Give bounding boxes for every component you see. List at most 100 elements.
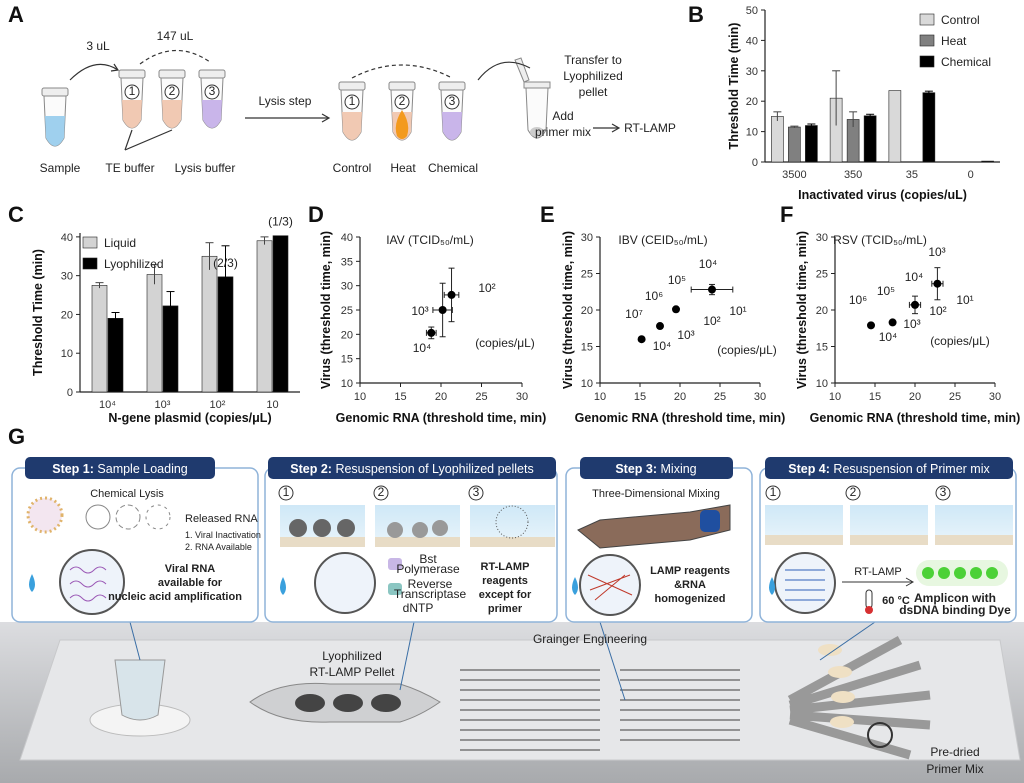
legend-swatch — [919, 34, 935, 47]
point-label: 10³ — [677, 328, 694, 342]
illustration — [954, 567, 966, 579]
label: Pre-dried — [930, 745, 979, 759]
arrows — [139, 49, 211, 65]
tube — [514, 57, 530, 83]
label: Sample — [40, 161, 81, 175]
bar — [256, 240, 273, 393]
device — [333, 694, 363, 712]
tube — [158, 69, 186, 129]
y-tick-label: 25 — [341, 305, 353, 317]
step-number: 1 — [770, 485, 777, 499]
x-tick-label: 25 — [714, 391, 726, 403]
illustration — [587, 574, 633, 601]
y-tick-label: 40 — [746, 35, 758, 47]
label: 60 °C — [882, 595, 910, 607]
device — [819, 621, 876, 661]
note: LAMP reagents — [650, 565, 730, 577]
y-tick-label: 40 — [61, 232, 73, 244]
x-tick-label: 350 — [844, 169, 862, 181]
y-tick-label: 10 — [816, 378, 828, 390]
point — [888, 318, 897, 327]
illustration — [765, 505, 1013, 614]
illustration — [313, 519, 331, 537]
illustration — [388, 558, 402, 570]
tube-number: 3 — [209, 84, 216, 98]
y-tick-label: 20 — [816, 305, 828, 317]
panel-a: 3 uL 147 uL Sample TE buffer Lysis buffe… — [40, 29, 676, 175]
tube — [525, 87, 549, 139]
x-tick-label: 10² — [210, 399, 226, 411]
panel-letter: G — [8, 424, 25, 449]
watermark: Grainger Engineering — [533, 632, 647, 646]
step-number — [373, 485, 389, 501]
panel-g: 1 2 3 — [765, 485, 951, 501]
note: primer — [488, 603, 523, 615]
device — [818, 644, 842, 656]
point-label: 10⁵ — [668, 273, 686, 287]
y-axis-label: Virus (threshold time, min) — [561, 231, 575, 389]
illustration — [572, 577, 578, 595]
step-number — [765, 485, 781, 501]
label: RT-LAMP Pellet — [310, 665, 396, 679]
note: Amplicon with — [914, 591, 996, 605]
arrows — [69, 63, 119, 81]
x-tick-label: 25 — [949, 391, 961, 403]
device — [831, 691, 855, 703]
y-tick-label: 25 — [816, 269, 828, 281]
illustration — [922, 567, 998, 579]
x-tick-label: 10 — [266, 399, 278, 411]
point-label: 10¹ — [956, 293, 973, 307]
arrows — [611, 123, 621, 133]
label: Bst — [419, 552, 437, 566]
device — [399, 621, 415, 691]
x-tick-label: 20 — [674, 391, 686, 403]
panel-g: G Grainger Engineering Lyophilized RT-LA… — [0, 424, 1024, 783]
arrows — [351, 64, 453, 79]
tube — [442, 112, 462, 140]
legend-label: Heat — [941, 34, 967, 48]
y-tick-label: 10 — [341, 378, 353, 390]
label: 2. RNA Available — [185, 542, 252, 552]
illustration — [29, 574, 35, 592]
device — [828, 666, 852, 678]
step-title: Step 1: Sample Loading — [52, 462, 188, 476]
panel-letter: D — [308, 202, 324, 227]
tube-number — [124, 84, 140, 100]
point-label: 10⁴ — [905, 270, 924, 284]
device — [129, 621, 141, 661]
chart-title: RSV (TCID₅₀/mL) — [833, 233, 927, 247]
illustration — [785, 569, 825, 601]
tube-number — [394, 94, 410, 110]
illustration — [115, 504, 141, 530]
step: Step 1: — [52, 462, 94, 476]
x-tick-label: 15 — [634, 391, 646, 403]
tube — [198, 69, 226, 129]
point — [447, 290, 456, 299]
illustration — [774, 552, 836, 614]
arrows — [124, 129, 173, 151]
label: Chemical — [428, 161, 478, 175]
tube — [118, 69, 146, 129]
step-title: Step 3: Mixing — [615, 462, 696, 476]
label: RT-LAMP — [624, 121, 676, 135]
note: dsDNA binding Dye — [899, 603, 1011, 617]
point — [933, 279, 942, 288]
point — [672, 305, 680, 314]
tube-number: 2 — [399, 94, 406, 108]
point — [911, 300, 919, 309]
y-tick-label: 10 — [746, 127, 758, 139]
illustration — [850, 535, 928, 545]
note: except for — [479, 589, 532, 601]
point — [656, 322, 664, 331]
bar — [771, 116, 784, 163]
step-number: 2 — [378, 485, 385, 499]
x-axis-label: N-gene plasmid (copies/μL) — [108, 411, 271, 425]
legend-swatch — [919, 55, 935, 68]
illustration — [572, 504, 731, 616]
panel-g: 1 2 3 Bst Polymerase Reverse Transcripta… — [278, 485, 484, 615]
y-tick-label: 30 — [61, 271, 73, 283]
bar — [146, 274, 163, 393]
y-tick-label: 20 — [341, 329, 353, 341]
illustration — [59, 549, 125, 615]
point-label: 10² — [703, 314, 720, 328]
